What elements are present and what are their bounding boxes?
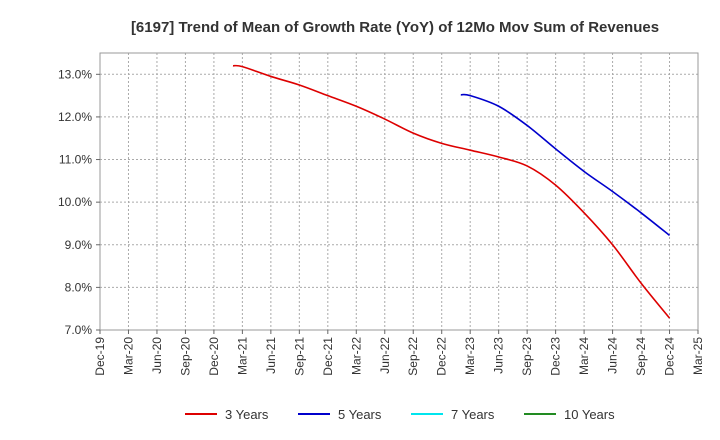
y-tick-label: 9.0% (65, 238, 93, 252)
x-tick-label: Dec-22 (435, 337, 449, 376)
legend-label-7-years: 7 Years (451, 407, 495, 422)
x-tick-label: Sep-21 (292, 337, 306, 376)
x-tick-label: Dec-20 (207, 337, 221, 376)
x-tick-label: Mar-21 (235, 337, 249, 375)
x-tick-label: Dec-19 (93, 337, 107, 376)
y-tick-label: 7.0% (65, 323, 93, 337)
y-tick-label: 13.0% (58, 67, 92, 81)
series-line-5-years (460, 93, 671, 237)
x-tick-label: Mar-24 (577, 337, 591, 375)
y-tick-label: 11.0% (59, 153, 92, 167)
x-tick-label: Jun-22 (378, 337, 392, 374)
x-tick-label: Dec-23 (549, 337, 563, 376)
legend-label-3-years: 3 Years (225, 407, 269, 422)
legend-label-5-years: 5 Years (338, 407, 382, 422)
x-tick-label: Mar-20 (121, 337, 135, 375)
y-axis-ticks: 7.0% 8.0% 9.0% 10.0% 11.0% 12.0% 13.0% (58, 67, 100, 337)
plot-frame (99, 52, 699, 331)
series-line-3-years (232, 64, 671, 319)
x-tick-label: Dec-24 (663, 337, 677, 376)
x-tick-label: Mar-22 (349, 337, 363, 375)
chart-title: [6197] Trend of Mean of Growth Rate (YoY… (131, 19, 659, 36)
y-tick-label: 12.0% (58, 110, 92, 124)
y-tick-label: 8.0% (65, 280, 93, 294)
y-tick-label: 10.0% (58, 195, 92, 209)
x-tick-label: Dec-21 (321, 337, 335, 376)
x-tick-label: Sep-23 (520, 337, 534, 376)
legend-label-10-years: 10 Years (564, 407, 615, 422)
x-tick-label: Mar-25 (691, 337, 705, 375)
x-axis-ticks: Dec-19 Mar-20 Jun-20 Sep-20 Dec-20 Mar-21 Jun-… (93, 330, 705, 376)
x-tick-label: Jun-20 (150, 337, 164, 374)
x-tick-label: Sep-24 (634, 337, 648, 376)
x-tick-label: Sep-22 (406, 337, 420, 376)
grid (100, 53, 698, 330)
x-tick-label: Jun-23 (492, 337, 506, 374)
series-lines (232, 64, 671, 319)
x-tick-label: Jun-24 (606, 337, 620, 374)
legend: 3 Years 5 Years 7 Years 10 Years (185, 407, 615, 422)
x-tick-label: Jun-21 (264, 337, 278, 374)
x-tick-label: Mar-23 (463, 337, 477, 375)
x-tick-label: Sep-20 (178, 337, 192, 376)
